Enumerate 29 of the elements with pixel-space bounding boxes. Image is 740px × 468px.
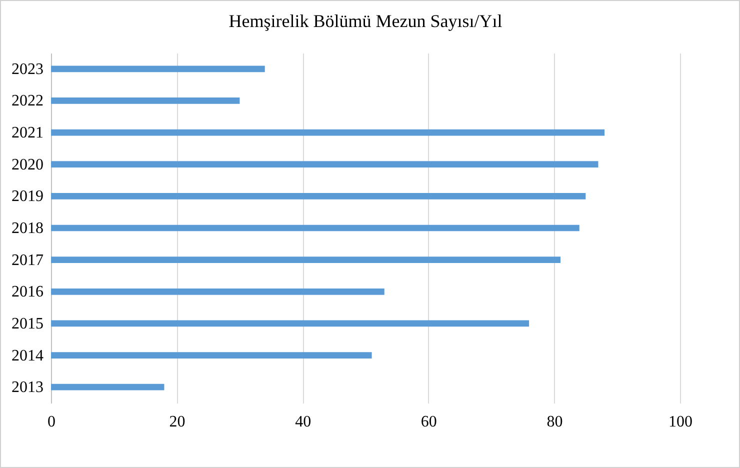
y-tick-label: 2021 [12,124,44,142]
bar [51,224,580,232]
bar [51,66,265,72]
bar [51,352,372,358]
y-tick-label: 2020 [12,156,44,174]
x-tick-label: 80 [546,414,563,430]
y-tick-label: 2014 [12,347,44,364]
y-tick-label: 2015 [12,315,44,332]
bar [51,129,605,136]
bar [51,193,586,200]
bar [51,320,530,327]
bar [51,256,560,263]
x-tick-label: 100 [668,414,692,430]
y-tick-label: 2019 [12,188,44,206]
bar [51,161,598,168]
y-tick-label: 2022 [12,92,44,110]
x-tick-label: 20 [169,414,186,430]
bar [51,288,384,295]
y-tick-label: 2016 [12,284,44,301]
bar [51,384,164,390]
chart-title: Hemşirelik Bölümü Mezun Sayısı/Yıl [228,11,502,31]
y-tick-label: 2018 [12,220,44,237]
y-tick-label: 2017 [12,252,44,269]
y-tick-label: 2013 [12,379,44,396]
x-tick-label: 60 [420,414,437,430]
y-tick-label: 2023 [12,60,44,78]
x-tick-label: 0 [48,414,56,430]
bar [51,98,240,104]
x-tick-label: 40 [295,414,312,430]
